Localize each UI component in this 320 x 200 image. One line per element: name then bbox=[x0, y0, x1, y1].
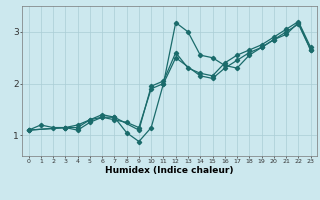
X-axis label: Humidex (Indice chaleur): Humidex (Indice chaleur) bbox=[105, 166, 234, 175]
